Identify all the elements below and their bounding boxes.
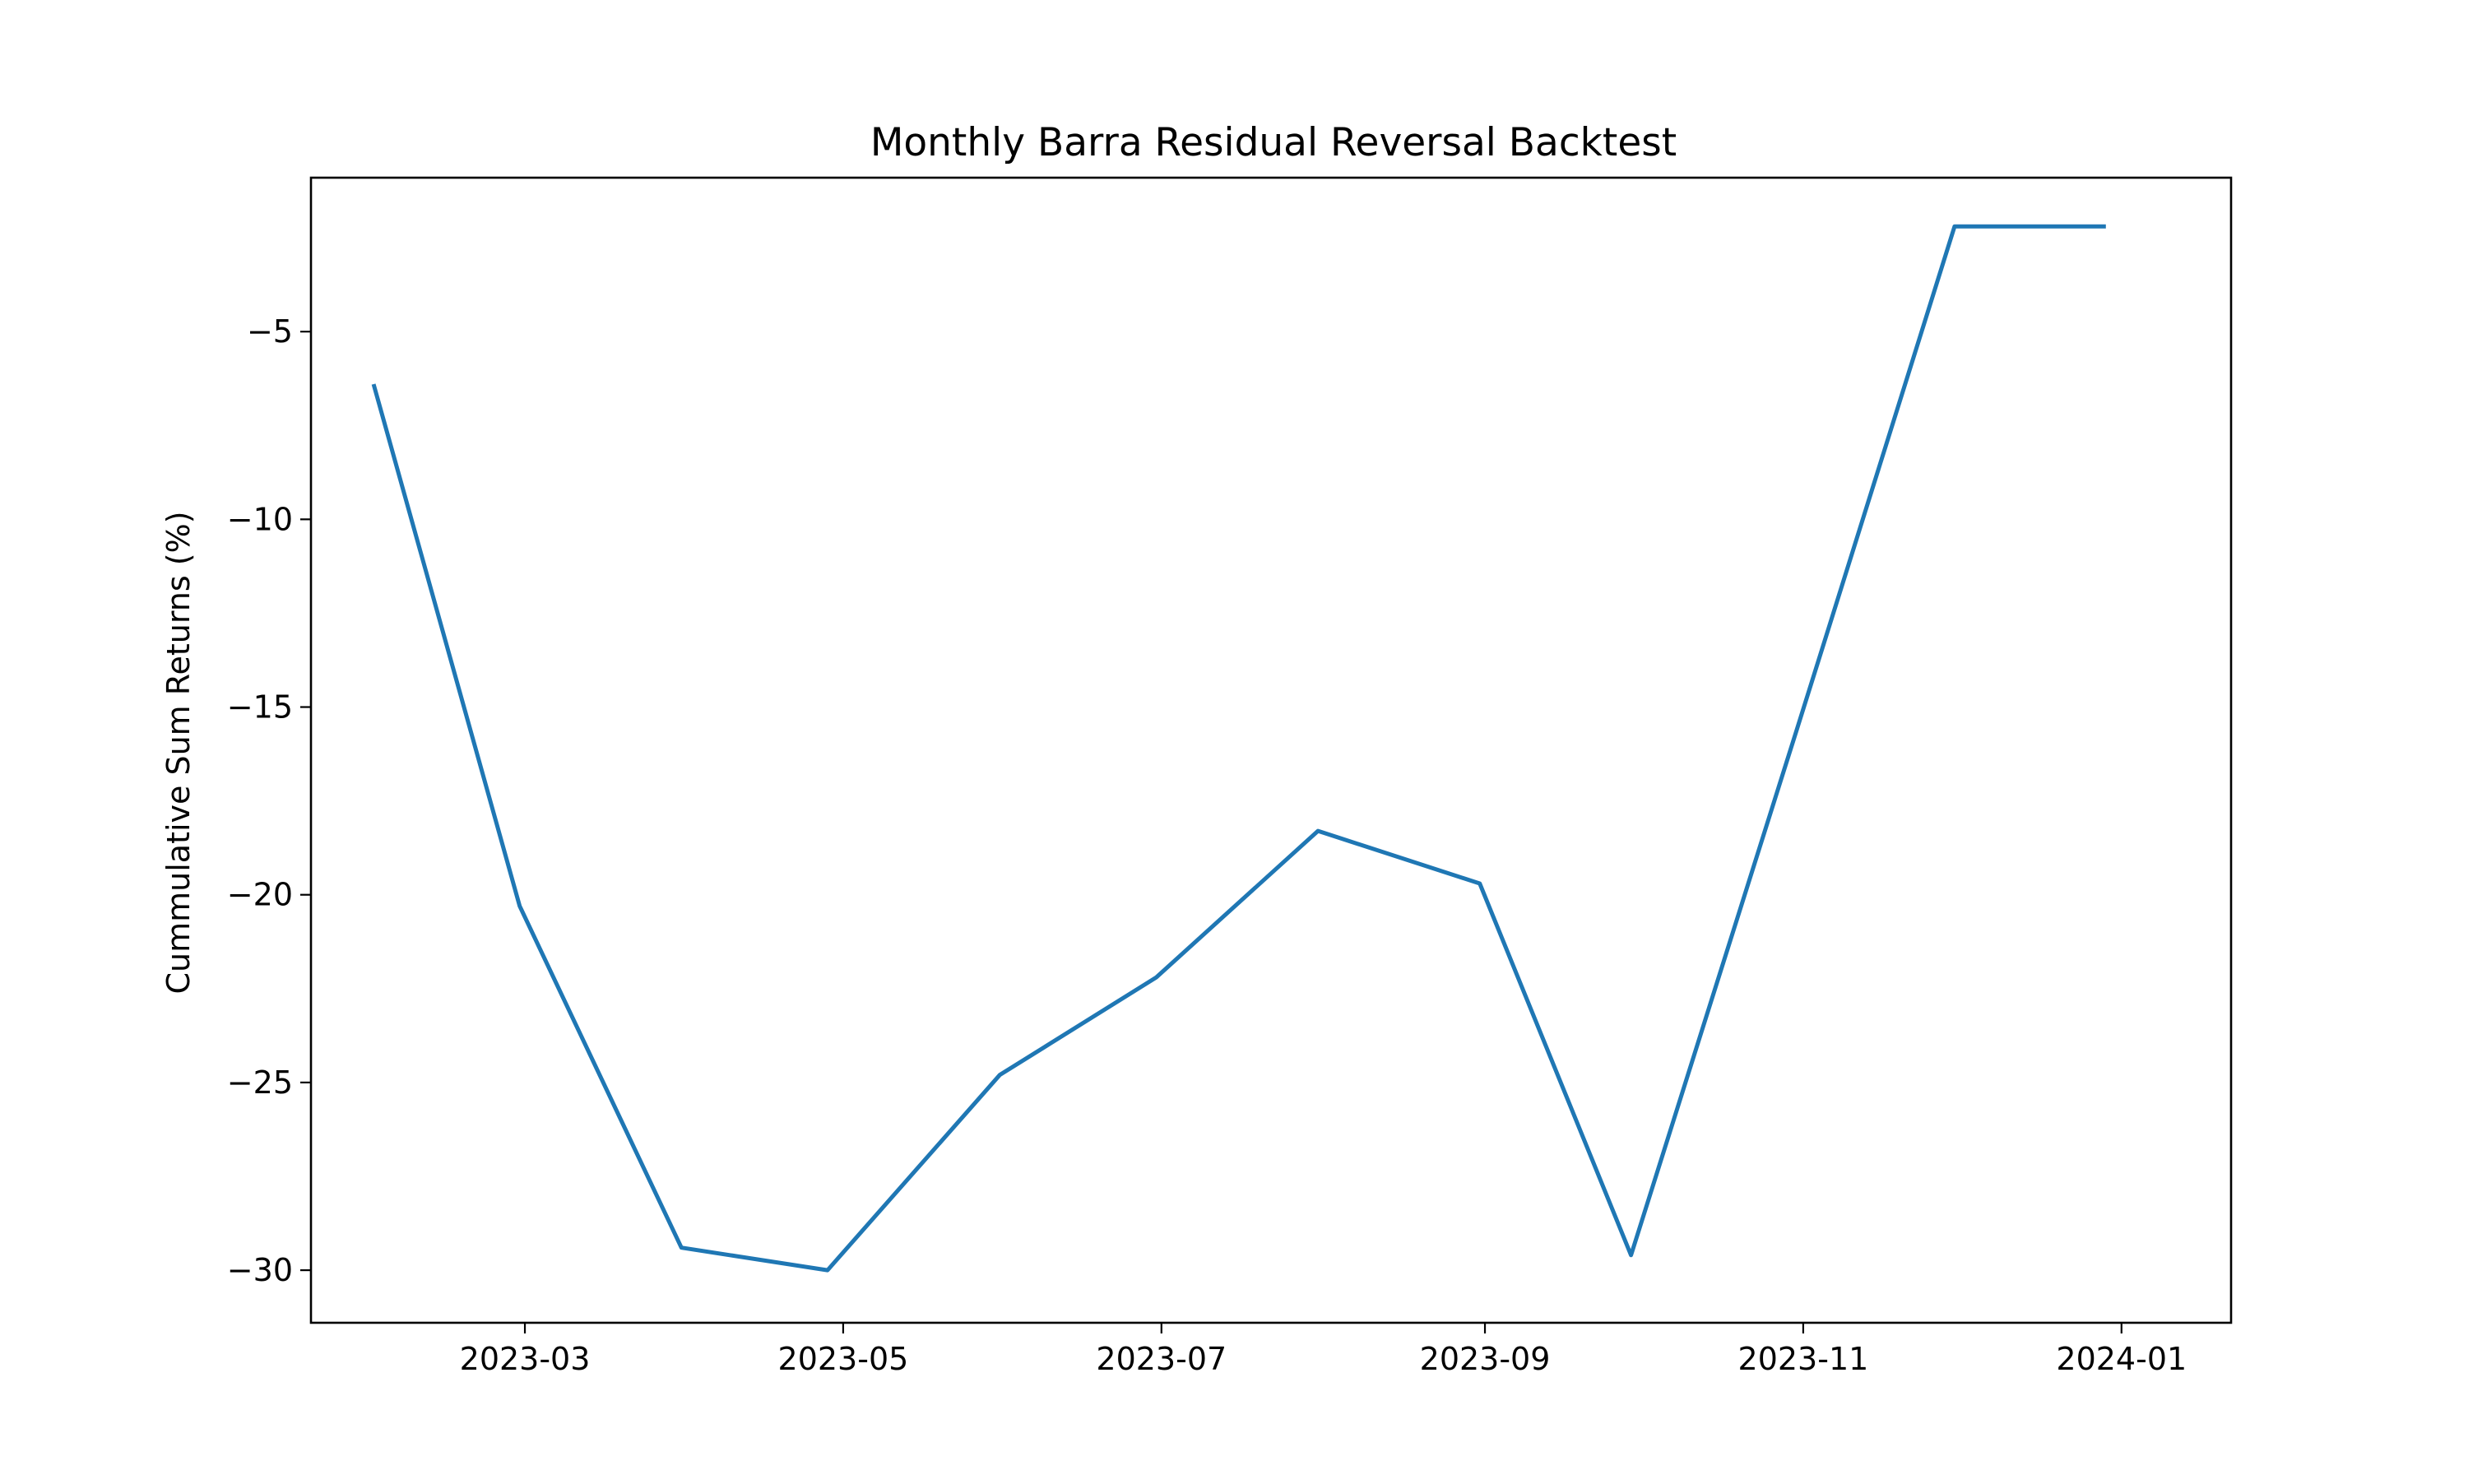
chart-title: Monthly Barra Residual Reversal Backtest	[870, 120, 1677, 165]
y-tick-label: −10	[227, 501, 293, 537]
x-tick-label: 2024-01	[2056, 1341, 2187, 1377]
y-tick-label: −25	[227, 1064, 293, 1101]
series-line	[371, 224, 2106, 1273]
x-tick-label: 2023-05	[778, 1341, 909, 1377]
y-tick-label: −15	[227, 689, 293, 726]
y-axis-label: Cummulative Sum Returns (%)	[160, 511, 197, 994]
plot-area-frame	[309, 176, 2233, 1324]
x-tick-label: 2023-07	[1096, 1341, 1227, 1377]
x-tick-label: 2023-03	[460, 1341, 591, 1377]
y-tick-label: −5	[247, 313, 293, 350]
x-tick-label: 2023-11	[1738, 1341, 1869, 1377]
x-axis-ticks: 2023-03 2023-05 2023-07 2023-09 2023-11 2024-…	[460, 1323, 2187, 1377]
y-tick-label: −30	[227, 1252, 293, 1288]
series-layer	[371, 224, 2106, 1273]
x-tick-label: 2023-09	[1420, 1341, 1551, 1377]
y-axis-ticks: −5 −10 −15 −20 −25 −30	[227, 313, 311, 1288]
y-tick-label: −20	[227, 877, 293, 913]
